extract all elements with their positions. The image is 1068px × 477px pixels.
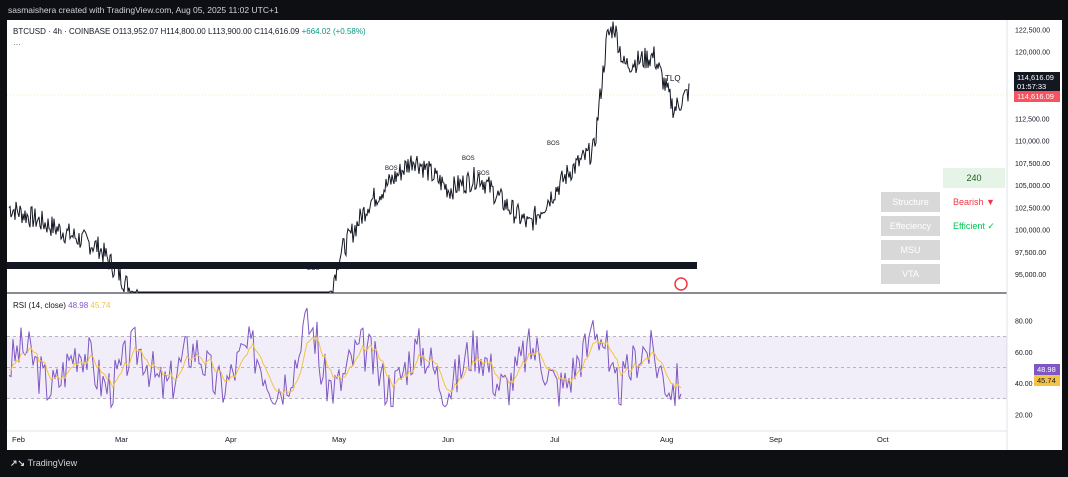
bos-label: BOS [385,166,398,172]
event-flag-icon [674,277,688,291]
bos-label: BOS [462,156,475,162]
time-tick-label: Feb [12,435,25,444]
open-price-label: 114,616.09 [1014,91,1060,102]
price-series [7,21,697,293]
rsi-value: 48.98 [68,301,89,310]
rsi-tick-label: 60.00 [1015,350,1033,357]
price-tick-label: 97,500.00 [1015,250,1046,257]
bar-countdown: 01:57:33 [1017,82,1047,91]
rsi-ma-axis-label: 45.74 [1034,375,1060,386]
ohlc-high: H114,800.00 [160,27,206,36]
time-axis: Feb Mar Apr May Jun Jul Aug Sep Oct [12,435,890,444]
rsi-ma-line [8,335,682,396]
time-tick-label: Aug [660,435,673,444]
sr-zone [7,262,697,269]
ohlc-close: C114,616.09 [254,27,300,36]
time-tick-label: Oct [877,435,890,444]
price-tick-label: 110,000.00 [1015,139,1050,146]
rsi-line [8,307,682,410]
bos-label: BOS [477,171,490,177]
ohlc-open: O113,952.07 [112,27,159,36]
price-line [8,21,690,293]
rsi-tick-label: 40.00 [1015,381,1033,388]
structure-value: Bearish ▼ [953,197,995,207]
bos-label: BOS [547,141,560,147]
rsi-name[interactable]: RSI (14, close) [13,301,66,310]
price-tick-label: 122,500.00 [1015,27,1050,34]
price-tick-label: 112,500.00 [1015,116,1050,123]
attribution-bar: sasmaishera created with TradingView.com… [0,0,1068,20]
chart-svg[interactable]: 122,500.00120,000.00117,500.00115,000.00… [7,20,1062,450]
attribution-text: sasmaishera created with TradingView.com… [8,5,279,15]
annotations: BOS BOS BOS BOS BOS TLQ WK [307,74,695,291]
time-tick-label: May [332,435,346,444]
rsi-ma-value: 45.74 [90,301,111,310]
tradingview-logo[interactable]: ↗↘ TradingView [10,450,77,477]
rsi-legend: RSI (14, close) 48.98 45.74 [13,301,110,310]
price-tick-label: 107,500.00 [1015,161,1050,168]
legend-more-icon[interactable]: ··· [13,40,21,49]
rsi-series [8,307,682,410]
price-tick-label: 105,000.00 [1015,183,1050,190]
time-tick-label: Mar [115,435,128,444]
rsi-tick-label: 80.00 [1015,319,1033,326]
time-tick-label: Jul [550,435,560,444]
last-price-label: 114,616.09 01:57:33 [1014,72,1060,92]
rsi-tick-label: 20.00 [1015,412,1033,419]
msu-button[interactable]: MSU [881,240,940,260]
price-tick-label: 100,000.00 [1015,228,1050,235]
structure-button[interactable]: Structure [881,192,940,212]
last-price-value: 114,616.09 [1017,73,1054,82]
rsi-band [7,335,1007,400]
price-tick-label: 102,500.00 [1015,205,1050,212]
tlq-label: TLQ [665,74,681,83]
price-tick-label: 120,000.00 [1015,50,1050,57]
symbol-legend: BTCUSD · 4h · COINBASE O113,952.07 H114,… [13,27,366,36]
brand-text: TradingView [27,458,78,468]
efficiency-button[interactable]: Effeciency [881,216,940,236]
symbol-name[interactable]: BTCUSD · 4h · COINBASE [13,27,111,36]
time-tick-label: Apr [225,435,237,444]
wk-label: WK [685,264,695,270]
time-tick-label: Sep [769,435,782,444]
vta-button[interactable]: VTA [881,264,940,284]
tv-icon: ↗↘ [10,458,28,468]
time-tick-label: Jun [442,435,454,444]
price-change: +664.02 (+0.58%) [301,27,366,36]
ohlc-low: L113,900.00 [207,27,252,36]
bos-label: BOS [307,266,320,272]
rsi-axis-label: 48.98 [1034,364,1060,375]
count-badge: 240 [943,168,1005,188]
footer: ↗↘ TradingView [0,450,1068,477]
price-tick-label: 95,000.00 [1015,272,1046,279]
efficiency-value: Efficient ✓ [953,221,995,231]
